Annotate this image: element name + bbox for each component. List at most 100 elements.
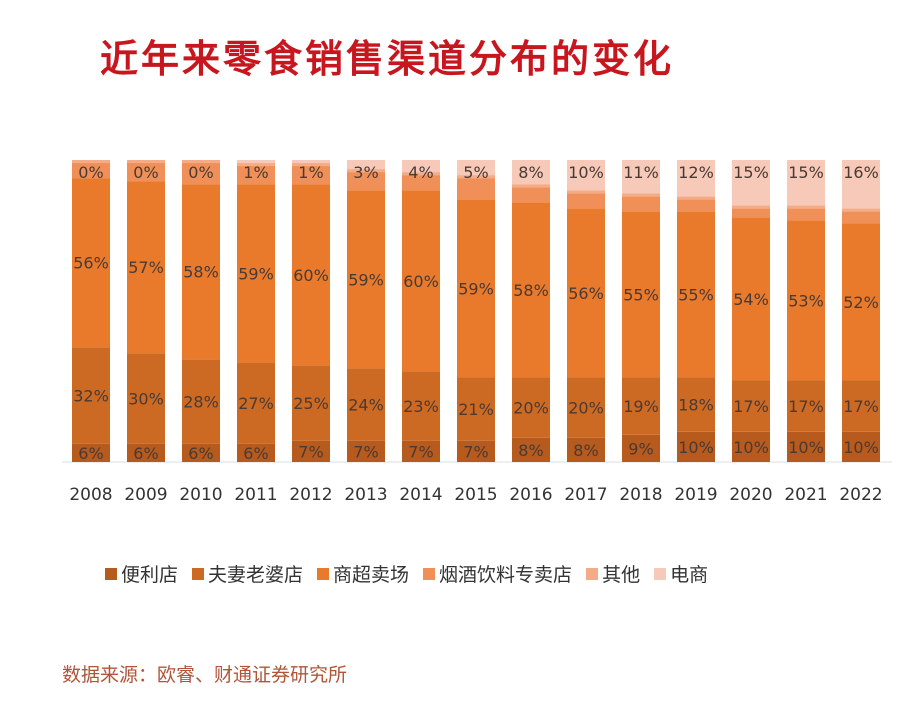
bar-segment (732, 208, 770, 218)
bar-segment (567, 160, 605, 191)
bar-segment (512, 184, 550, 188)
data-label: 18% (678, 396, 714, 415)
data-label: 10% (733, 438, 769, 457)
stacked-bar-chart: 6% 32% 56% 0% 2008 6% 30% 57% 0% 2009 6% 28% 58% 0% 20… (62, 160, 892, 505)
data-label: 23% (403, 397, 439, 416)
bar-segment (732, 205, 770, 209)
legend-swatch (423, 567, 436, 580)
x-tick-label: 2012 (289, 485, 332, 505)
legend-item: 商超卖场 (317, 560, 409, 587)
bar-segment (72, 443, 110, 462)
x-tick-label: 2017 (564, 485, 607, 505)
data-label: 56% (73, 254, 109, 273)
bar-segment (72, 160, 110, 164)
bar-segment (292, 163, 330, 167)
bar-segment (677, 377, 715, 432)
bar-segment (567, 437, 605, 462)
bar-segment (182, 163, 220, 185)
x-tick-label: 2010 (179, 485, 222, 505)
legend-item: 烟酒饮料专卖店 (423, 560, 572, 587)
x-tick-label: 2019 (674, 485, 717, 505)
legend-label: 烟酒饮料专卖店 (439, 564, 573, 586)
data-label: 54% (733, 290, 769, 309)
data-label: 57% (128, 258, 164, 277)
data-label: 6% (188, 444, 213, 463)
bar-segment (347, 190, 385, 369)
data-label: 10% (568, 163, 604, 182)
data-label: 8% (518, 163, 543, 182)
legend-item: 夫妻老婆店 (192, 560, 303, 587)
bar-segment (72, 347, 110, 444)
bar-segment (292, 184, 330, 366)
data-label: 17% (843, 397, 879, 416)
bar-segment (402, 175, 440, 191)
bar-segment (512, 187, 550, 203)
data-label: 7% (408, 442, 433, 461)
data-label: 20% (568, 399, 604, 418)
bar-segment (567, 193, 605, 209)
bar-segment (182, 160, 220, 164)
bar-segment (677, 199, 715, 212)
bar-segment (127, 160, 165, 164)
data-label: 19% (623, 397, 659, 416)
data-label: 6% (78, 444, 103, 463)
bar-segment (567, 208, 605, 378)
data-label: 8% (573, 441, 598, 460)
bar-segment (127, 443, 165, 462)
data-label: 7% (353, 442, 378, 461)
bar-segment (237, 184, 275, 363)
data-label: 1% (243, 163, 268, 182)
bar-segment (567, 190, 605, 194)
bar-segment (787, 160, 825, 206)
legend-label: 便利店 (121, 564, 179, 586)
bar-segment (842, 160, 880, 209)
chart-title: 近年来零食销售渠道分布的变化 (100, 36, 675, 81)
legend-item: 电商 (654, 560, 708, 587)
legend-item: 其他 (586, 560, 640, 587)
legend-swatch (192, 567, 205, 580)
data-label: 6% (243, 444, 268, 463)
bar-segment (347, 169, 385, 173)
bar-segment (127, 353, 165, 444)
data-label: 17% (733, 397, 769, 416)
data-label: 27% (238, 394, 274, 413)
bar-segment (787, 220, 825, 381)
bar-segment (347, 368, 385, 441)
bar-segment (127, 163, 165, 182)
legend-label: 其他 (602, 564, 641, 586)
bar-segment (457, 178, 495, 200)
bar-segment (677, 196, 715, 200)
bar-segment (237, 443, 275, 462)
bar-segment (292, 440, 330, 462)
data-label: 6% (133, 444, 158, 463)
x-tick-label: 2020 (729, 485, 772, 505)
bar-segment (512, 437, 550, 462)
data-label: 0% (78, 163, 103, 182)
data-label: 59% (348, 270, 384, 289)
bar-segment (182, 443, 220, 462)
data-label: 12% (678, 163, 714, 182)
bar-segment (237, 160, 275, 164)
bar-segment (732, 160, 770, 206)
legend-label: 商超卖场 (333, 564, 410, 586)
bar-segment (732, 217, 770, 381)
x-tick-label: 2014 (399, 485, 442, 505)
data-label: 15% (788, 163, 824, 182)
source-note: 数据来源：欧睿、财通证券研究所 (62, 664, 348, 686)
bar-segment (842, 211, 880, 224)
x-tick-label: 2011 (234, 485, 277, 505)
data-label: 20% (513, 399, 549, 418)
bar-segment (237, 166, 275, 185)
x-tick-label: 2008 (69, 485, 112, 505)
data-label: 60% (293, 266, 329, 285)
legend-item: 便利店 (105, 560, 178, 587)
data-label: 5% (463, 163, 488, 182)
data-label: 8% (518, 441, 543, 460)
legend-label: 电商 (670, 564, 709, 586)
x-tick-label: 2022 (839, 485, 882, 505)
data-label: 7% (463, 442, 488, 461)
bar-segment (457, 440, 495, 462)
bar-segment (622, 196, 660, 212)
bar-segment (622, 211, 660, 378)
data-label: 55% (623, 285, 659, 304)
